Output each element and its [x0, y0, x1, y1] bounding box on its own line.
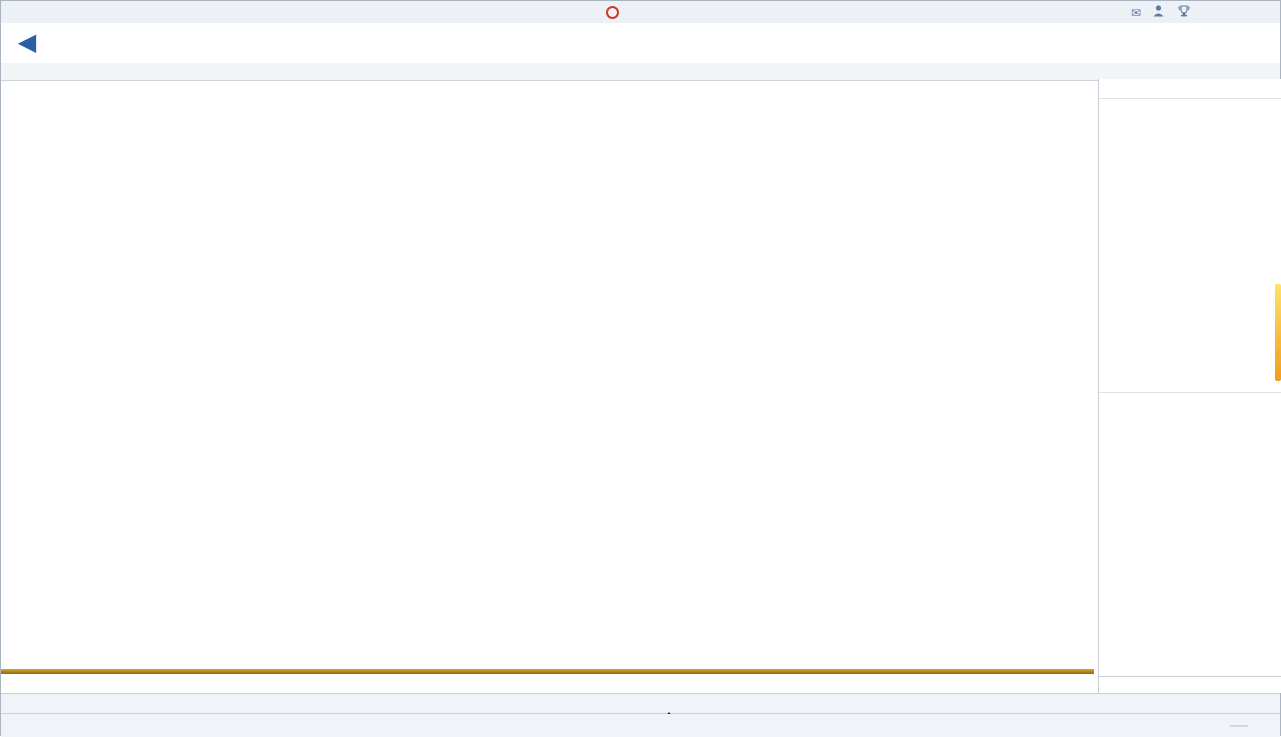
indicator-values-line [4, 79, 1059, 93]
indicator-tab-bar [1, 693, 1280, 714]
app-logo [606, 1, 623, 23]
date-axis [1, 676, 1098, 691]
quote-panel [1098, 79, 1281, 693]
big-order-info [1230, 724, 1248, 727]
quote-mini-tabs [1099, 676, 1281, 693]
mail-icon[interactable]: ✉ [1130, 6, 1141, 20]
quote-header [1099, 79, 1281, 99]
main-chart-canvas[interactable] [1, 93, 1098, 691]
back-arrow-button[interactable]: ◀ [17, 29, 37, 56]
chart-area[interactable] [1, 93, 1098, 691]
period-tab-row [1, 63, 1280, 81]
user-icon[interactable] [1153, 4, 1164, 20]
trophy-icon[interactable] [1178, 5, 1190, 20]
status-bar [1, 714, 1280, 737]
chart-scrollbar[interactable] [1, 669, 1094, 674]
toolbar: ◀ [1, 23, 1280, 64]
titlebar: ✉ [1, 1, 1280, 24]
tick-list[interactable] [1099, 392, 1281, 393]
logo-icon [606, 5, 619, 19]
panel-scrollbar[interactable] [1275, 284, 1281, 381]
